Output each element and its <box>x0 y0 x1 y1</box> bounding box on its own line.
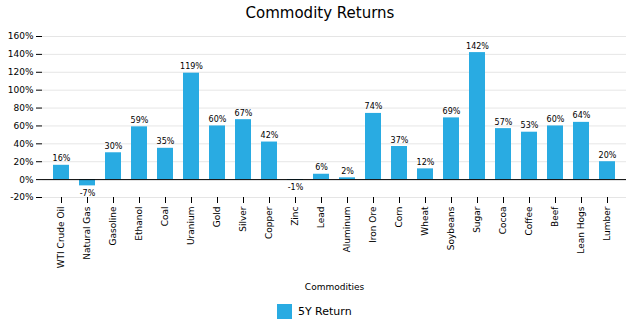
svg-text:37%: 37% <box>391 136 409 145</box>
svg-text:-7%: -7% <box>80 189 96 198</box>
svg-text:Beef: Beef <box>550 206 560 227</box>
svg-text:30%: 30% <box>105 142 123 151</box>
svg-text:20%: 20% <box>13 157 33 167</box>
html-text:Commodity Returns: Commodity Returns <box>245 4 395 22</box>
svg-text:160%: 160% <box>8 31 34 41</box>
svg-text:57%: 57% <box>495 118 513 127</box>
svg-text:35%: 35% <box>157 137 175 146</box>
svg-text:Gold: Gold <box>212 207 222 228</box>
svg-text:Gasoline: Gasoline <box>108 206 118 245</box>
svg-text:2%: 2% <box>341 167 354 176</box>
svg-text:60%: 60% <box>13 121 33 131</box>
svg-text:Corn: Corn <box>394 207 404 228</box>
svg-text:-1%: -1% <box>288 183 304 192</box>
svg-text:WTI Crude Oil: WTI Crude Oil <box>56 207 66 269</box>
svg-text:Coffee: Coffee <box>524 206 534 236</box>
svg-text:64%: 64% <box>573 111 591 120</box>
svg-text:Zinc: Zinc <box>290 206 300 225</box>
svg-text:60%: 60% <box>547 115 565 124</box>
svg-text:119%: 119% <box>180 62 203 71</box>
svg-text:Sugar: Sugar <box>472 206 482 233</box>
svg-text:Wheat: Wheat <box>420 206 430 236</box>
svg-text:Commodities: Commodities <box>305 282 365 292</box>
svg-text:40%: 40% <box>13 139 33 149</box>
svg-text:140%: 140% <box>8 49 34 59</box>
svg-text:Cocoa: Cocoa <box>498 207 508 235</box>
svg-text:-20%: -20% <box>10 192 34 202</box>
svg-text:142%: 142% <box>466 42 489 51</box>
svg-text:Lean Hogs: Lean Hogs <box>576 206 586 253</box>
svg-text:80%: 80% <box>13 103 33 113</box>
svg-text:100%: 100% <box>8 85 34 95</box>
svg-text:6%: 6% <box>315 163 328 172</box>
svg-text:0%: 0% <box>19 174 34 184</box>
svg-text:Copper: Copper <box>264 206 274 239</box>
svg-text:Lead: Lead <box>316 207 326 229</box>
svg-text:Silver: Silver <box>238 206 248 232</box>
svg-text:Natural Gas: Natural Gas <box>82 206 92 260</box>
html-text:5Y Return: 5Y Return <box>297 305 352 318</box>
svg-text:Soybeans: Soybeans <box>446 206 456 250</box>
svg-text:60%: 60% <box>209 115 227 124</box>
svg-text:120%: 120% <box>8 67 34 77</box>
svg-text:Iron Ore: Iron Ore <box>368 206 378 243</box>
svg-text:Coal: Coal <box>160 207 170 227</box>
svg-text:53%: 53% <box>521 121 539 130</box>
svg-text:Lumber: Lumber <box>602 206 612 241</box>
svg-text:12%: 12% <box>417 158 435 167</box>
svg-text:74%: 74% <box>365 102 383 111</box>
svg-text:16%: 16% <box>53 154 71 163</box>
svg-text:69%: 69% <box>443 107 461 116</box>
svg-text:59%: 59% <box>131 116 149 125</box>
svg-text:Ethanol: Ethanol <box>134 207 144 241</box>
svg-text:67%: 67% <box>235 109 253 118</box>
svg-text:Aluminum: Aluminum <box>342 207 352 253</box>
svg-text:42%: 42% <box>261 131 279 140</box>
svg-text:Uranium: Uranium <box>186 207 196 245</box>
svg-text:20%: 20% <box>599 151 617 160</box>
